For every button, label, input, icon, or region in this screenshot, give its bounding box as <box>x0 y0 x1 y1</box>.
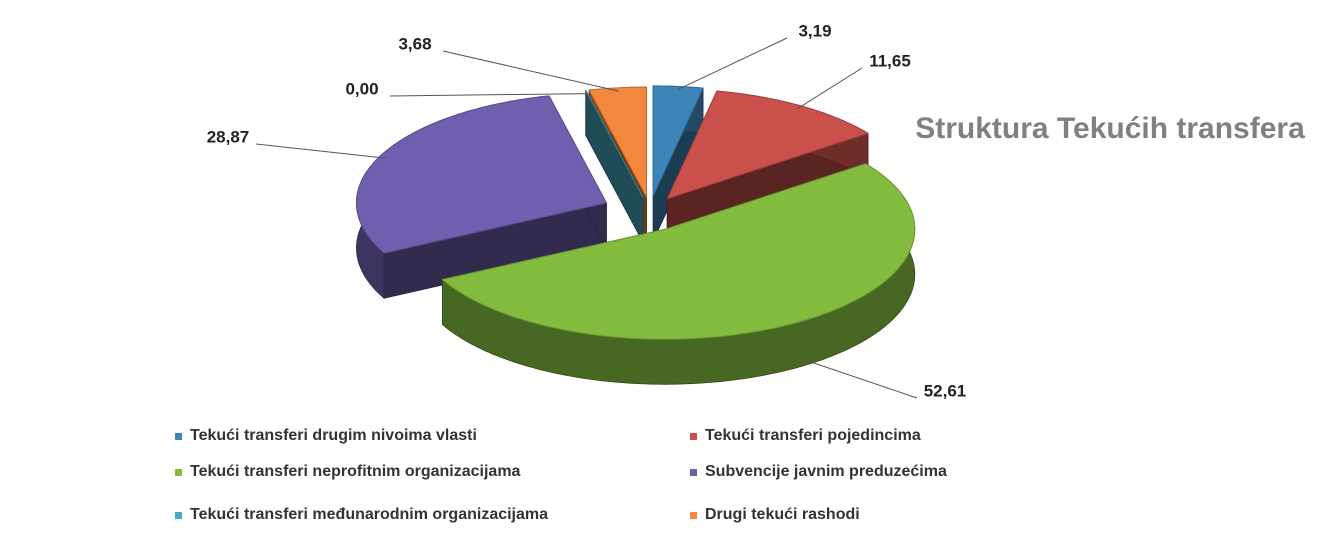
legend-label: Tekući transferi drugim nivoima vlasti <box>190 427 477 444</box>
data-label: 3,68 <box>398 34 431 53</box>
slice <box>585 90 644 243</box>
slice <box>585 90 644 198</box>
slice <box>441 162 916 385</box>
data-label: 11,65 <box>869 51 911 70</box>
slice <box>652 85 704 197</box>
legend-swatch <box>690 433 697 440</box>
legend-label: Drugi tekući rashodi <box>705 506 860 523</box>
legend-label: Tekući transferi međunarodnim organizaci… <box>190 506 548 523</box>
data-label: 0,00 <box>345 79 378 98</box>
legend-label: Tekući transferi pojedincima <box>705 427 921 444</box>
legend-swatch <box>175 512 182 519</box>
leader-line <box>677 37 788 91</box>
data-label: 52,61 <box>924 381 967 400</box>
data-label: 3,19 <box>798 21 831 40</box>
leader-line <box>255 143 387 159</box>
slice <box>355 95 608 300</box>
data-label: 28,87 <box>207 127 250 146</box>
legend-swatch <box>175 469 182 476</box>
leader-line <box>442 50 619 92</box>
leader-line <box>389 93 588 97</box>
legend-label: Subvencije javnim preduzećima <box>705 463 947 480</box>
slice <box>441 163 916 340</box>
legend-label: Tekući transferi neprofitnim organizacij… <box>190 463 521 480</box>
leader-line <box>797 67 863 110</box>
legend-swatch <box>690 512 697 519</box>
slice <box>588 86 647 198</box>
legend-swatch <box>690 469 697 476</box>
chart-title: Struktura Tekućih transfera <box>915 112 1305 145</box>
slice <box>355 95 608 254</box>
leader-line <box>792 355 918 399</box>
legend-swatch <box>175 433 182 440</box>
